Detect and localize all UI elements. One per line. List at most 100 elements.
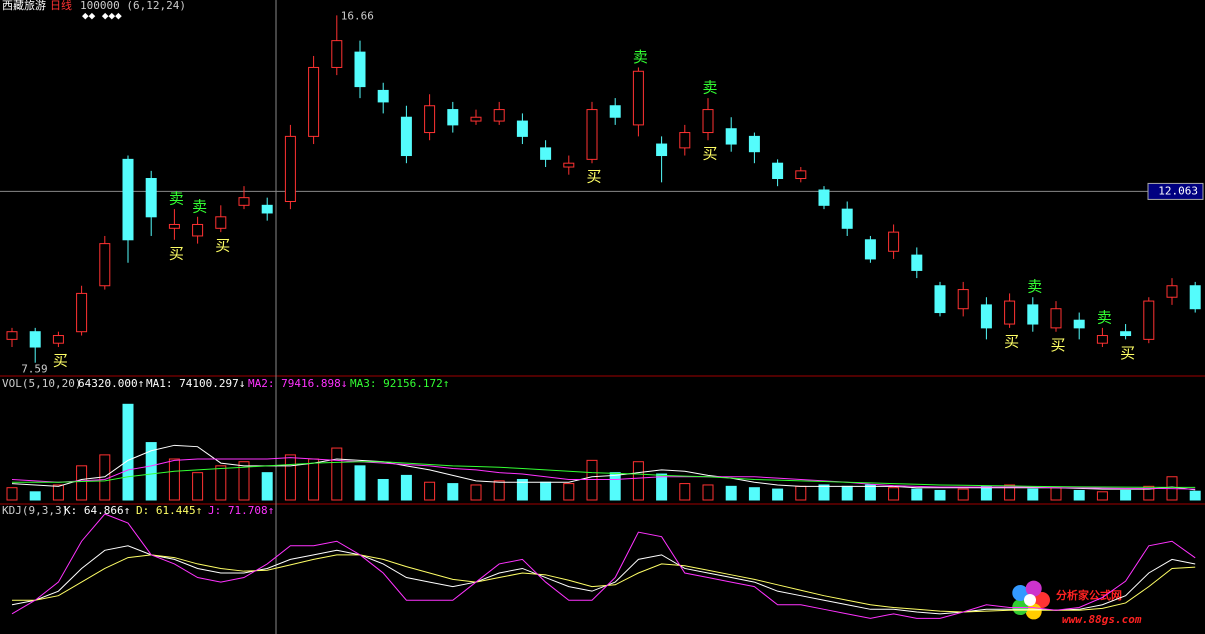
cursor-price: 12.063 xyxy=(1158,184,1198,197)
volume-bar xyxy=(540,481,552,501)
volume-bar xyxy=(888,487,900,501)
candle-body xyxy=(516,120,528,137)
volume-bar xyxy=(864,484,876,501)
candle-body xyxy=(586,109,598,160)
candle-body xyxy=(447,109,459,126)
kdj-label: J: 71.708↑ xyxy=(208,504,274,517)
sell-signal: 卖 xyxy=(633,48,648,66)
candle-body xyxy=(632,70,644,126)
logo-petal xyxy=(1012,584,1029,601)
high-label: 16.66 xyxy=(341,9,374,22)
candle-body xyxy=(957,289,969,310)
volume-bar xyxy=(76,465,88,501)
candle-body xyxy=(192,223,204,237)
candle-body xyxy=(888,231,900,252)
kdj-label: K: 64.866↑ xyxy=(64,504,130,517)
volume-bar xyxy=(957,488,969,501)
buy-signal: 买 xyxy=(1050,336,1065,354)
volume-bar xyxy=(308,458,320,501)
kdj-line xyxy=(12,554,1196,613)
volume-bar xyxy=(331,447,343,501)
candle-body xyxy=(145,178,157,218)
vol-title: VOL(5,10,20) xyxy=(2,377,81,390)
sell-signal: 卖 xyxy=(192,197,207,215)
sell-signal: 卖 xyxy=(702,79,717,97)
volume-bar xyxy=(516,478,528,501)
volume-bar xyxy=(1143,485,1155,501)
volume-bar xyxy=(1004,484,1016,501)
volume-bar xyxy=(424,481,436,501)
candle-body xyxy=(841,208,853,229)
ma-label: MA1: 74100.297↓ xyxy=(146,377,245,390)
volume-bar xyxy=(122,403,134,501)
candle-body xyxy=(122,158,134,241)
candle-body xyxy=(818,189,830,206)
volume-bar xyxy=(145,442,157,501)
candle-body xyxy=(377,89,389,103)
candle-body xyxy=(1166,285,1178,298)
low-label: 7.59 xyxy=(21,363,48,376)
sell-signal: 卖 xyxy=(1097,308,1112,326)
sell-signal: 卖 xyxy=(169,190,184,208)
volume-bar xyxy=(1120,489,1132,501)
candle-body xyxy=(493,109,505,122)
volume-bar xyxy=(841,485,853,501)
candle-body xyxy=(29,331,41,348)
volume-bar xyxy=(6,487,18,501)
buy-signal: 买 xyxy=(169,244,184,262)
sell-signal: 卖 xyxy=(1027,278,1042,296)
candle-body xyxy=(702,109,714,134)
candle-body xyxy=(470,116,482,122)
buy-signal: 买 xyxy=(1120,344,1135,362)
watermark-title: 分析家公式网 xyxy=(1056,588,1122,602)
ma-line xyxy=(11,457,1196,490)
volume-bar xyxy=(586,459,598,501)
buy-signal: 买 xyxy=(702,145,717,163)
logo-center xyxy=(1024,594,1036,606)
volume-bar xyxy=(168,458,180,501)
candle-body xyxy=(1027,304,1039,325)
volume-bar xyxy=(377,478,389,501)
candle-body xyxy=(424,105,436,134)
candle-body xyxy=(725,128,737,145)
candle-body xyxy=(679,132,691,149)
ma-label: MA2: 79416.898↓ xyxy=(248,377,347,390)
ma-line xyxy=(11,444,1196,491)
volume-bar xyxy=(493,480,505,501)
candle-body xyxy=(1143,300,1155,340)
candle-body xyxy=(980,304,992,329)
candle-body xyxy=(168,223,180,229)
candle-body xyxy=(76,292,88,333)
candle-body xyxy=(354,51,366,88)
ma-line xyxy=(12,461,1196,488)
volume-bar xyxy=(911,488,923,501)
logo-petal xyxy=(1034,592,1050,608)
candle-body xyxy=(563,162,575,168)
volume-bar xyxy=(238,461,250,501)
volume-bar xyxy=(192,472,204,501)
buy-signal: 买 xyxy=(586,168,601,186)
volume-bar xyxy=(632,461,644,501)
candle-body xyxy=(284,135,296,202)
volume-bar xyxy=(702,484,714,501)
candle-body xyxy=(864,239,876,260)
watermark-url: www.88gs.com xyxy=(1062,613,1142,626)
candle-body xyxy=(261,204,273,214)
volume-bar xyxy=(1189,490,1201,501)
volume-bar xyxy=(447,483,459,501)
candle-body xyxy=(748,135,760,153)
ma-label: MA3: 92156.172↑ xyxy=(350,377,449,390)
volume-bar xyxy=(679,483,691,501)
volume-bar xyxy=(215,465,227,501)
buy-signal: 买 xyxy=(215,237,230,255)
candle-body xyxy=(656,143,668,157)
logo-petal xyxy=(1025,580,1042,597)
volume-bar xyxy=(29,491,41,501)
kdj-line xyxy=(11,545,1196,615)
candle-body xyxy=(609,105,621,118)
candle-body xyxy=(215,216,227,229)
volume-bar xyxy=(795,485,807,501)
params: 100000 (6,12,24) xyxy=(80,0,186,12)
candle-body xyxy=(99,243,111,287)
